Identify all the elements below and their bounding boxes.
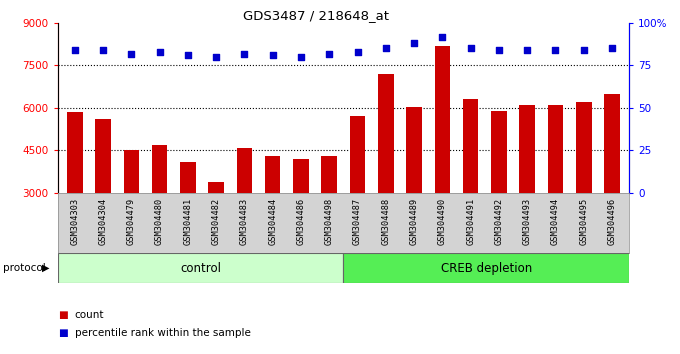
Bar (322, 156, 337, 193)
Bar (265, 156, 280, 193)
Bar (95, 119, 111, 193)
Text: ■: ■ (58, 310, 67, 320)
Point (465, 46, 476, 51)
Bar (576, 102, 592, 193)
Point (69, 47, 80, 53)
Point (267, 52, 278, 58)
Text: protocol: protocol (3, 263, 46, 273)
Text: control: control (180, 262, 221, 275)
Bar (520, 105, 535, 193)
Text: GSM304486: GSM304486 (296, 198, 305, 245)
Point (522, 47, 532, 53)
Point (494, 47, 505, 53)
Text: GDS3487 / 218648_at: GDS3487 / 218648_at (243, 9, 389, 22)
Text: GSM304494: GSM304494 (551, 198, 560, 245)
Text: GSM304484: GSM304484 (268, 198, 277, 245)
Text: GSM304304: GSM304304 (99, 198, 107, 245)
Text: GSM304490: GSM304490 (438, 198, 447, 245)
Text: GSM304482: GSM304482 (211, 198, 220, 245)
Point (98, 47, 109, 53)
Point (352, 49, 363, 55)
Point (380, 46, 391, 51)
Text: GSM304483: GSM304483 (240, 198, 249, 245)
Bar (152, 145, 167, 193)
Point (296, 54, 307, 60)
Text: GSM304487: GSM304487 (353, 198, 362, 245)
Point (324, 51, 335, 56)
Text: ■: ■ (58, 328, 67, 338)
Bar (491, 111, 507, 193)
Text: GSM304496: GSM304496 (607, 198, 617, 245)
Bar (293, 159, 309, 193)
Point (182, 52, 193, 58)
Text: GSM304489: GSM304489 (409, 198, 419, 245)
Text: GSM304479: GSM304479 (127, 198, 136, 245)
Text: ▶: ▶ (41, 263, 50, 273)
Text: GSM304495: GSM304495 (579, 198, 588, 245)
Text: GSM304492: GSM304492 (494, 198, 503, 245)
Point (437, 34, 448, 39)
Bar (67, 112, 82, 193)
Text: CREB depletion: CREB depletion (441, 262, 532, 275)
Bar (435, 46, 450, 193)
Bar (237, 148, 252, 193)
Point (126, 51, 137, 56)
Point (409, 41, 420, 46)
Bar (180, 162, 196, 193)
Text: GSM304493: GSM304493 (523, 198, 532, 245)
Bar (605, 94, 619, 193)
Bar (378, 74, 394, 193)
Point (607, 46, 617, 51)
Bar (407, 107, 422, 193)
Text: percentile rank within the sample: percentile rank within the sample (75, 328, 251, 338)
Bar (547, 105, 563, 193)
Text: GSM304303: GSM304303 (70, 198, 80, 245)
Point (211, 54, 222, 60)
Text: GSM304481: GSM304481 (184, 198, 192, 245)
Text: GSM304488: GSM304488 (381, 198, 390, 245)
Bar (58, 253, 343, 283)
Text: count: count (75, 310, 104, 320)
Point (239, 51, 250, 56)
Point (550, 47, 561, 53)
Bar (343, 253, 629, 283)
Text: GSM304498: GSM304498 (325, 198, 334, 245)
Bar (463, 99, 479, 193)
Text: GSM304491: GSM304491 (466, 198, 475, 245)
Bar (208, 182, 224, 193)
Text: GSM304480: GSM304480 (155, 198, 164, 245)
Bar (124, 150, 139, 193)
Point (154, 49, 165, 55)
Point (578, 47, 589, 53)
Bar (350, 116, 365, 193)
